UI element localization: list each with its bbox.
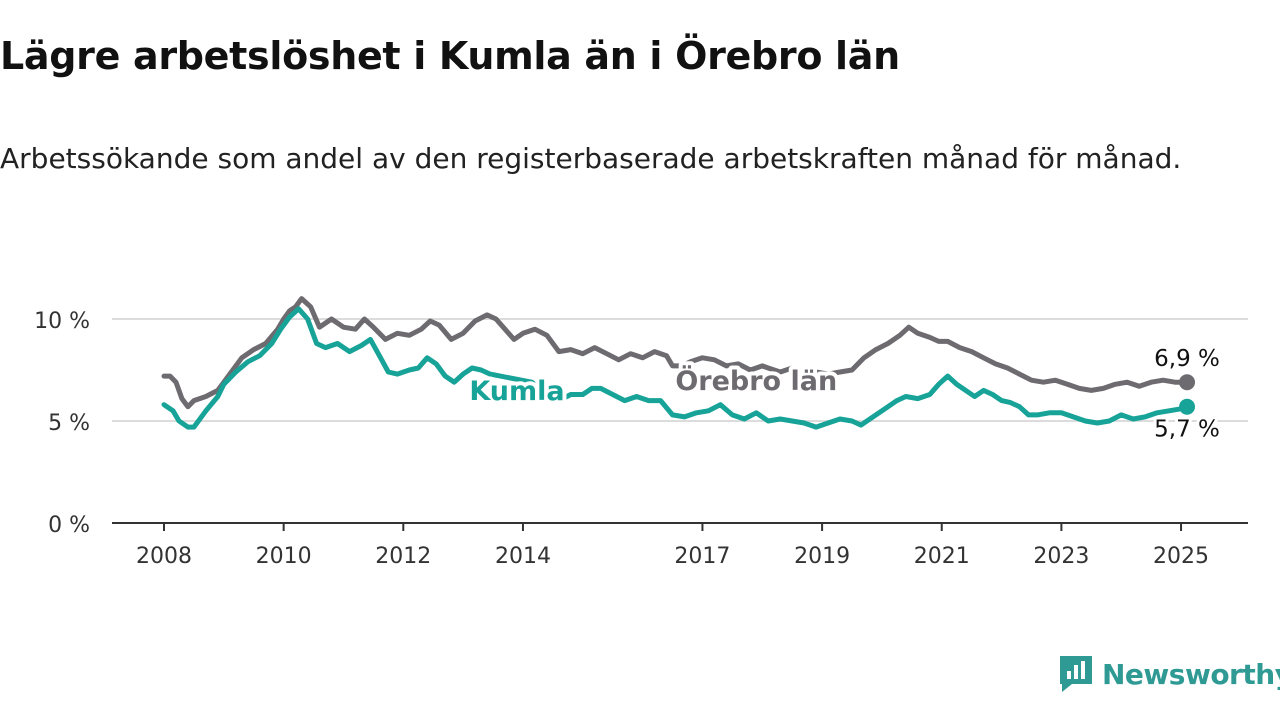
end-point [1179,398,1196,415]
x-tick-label: 2023 [1033,544,1089,569]
brand-logo: Newsworthy [1058,654,1280,694]
x-tick-label: 2014 [495,544,551,569]
x-tick-label: 2010 [256,544,312,569]
series-label: Kumla [469,376,564,407]
series-line-1 [161,306,1190,430]
newsworthy-logo-icon [1060,656,1092,692]
x-tick-label: 2012 [375,544,431,569]
y-tick-label: 10 % [34,309,90,334]
chart-subtitle: Arbetssökande som andel av den registerb… [0,142,1182,175]
end-value-label: 5,7 % [1154,417,1220,443]
x-tick-label: 2025 [1153,544,1209,569]
y-tick-label: 5 % [48,411,90,436]
line-chart: 0 % 5 % 10 % 2008 2010 2012 2014 2017 2019 2021 20… [34,296,1248,569]
x-tick-label: 2019 [794,544,850,569]
y-tick-label: 0 % [48,513,90,538]
end-point [1179,374,1196,391]
x-tick-label: 2021 [914,544,970,569]
chart-title: Lägre arbetslöshet i Kumla än i Örebro l… [0,34,900,78]
x-tick-label: 2017 [674,544,730,569]
end-value-label: 6,9 % [1154,346,1220,372]
series-line-0 [161,296,1190,410]
brand-name: Newsworthy [1102,657,1280,691]
x-tick-label: 2008 [136,544,192,569]
series-label: Örebro län [675,364,837,397]
